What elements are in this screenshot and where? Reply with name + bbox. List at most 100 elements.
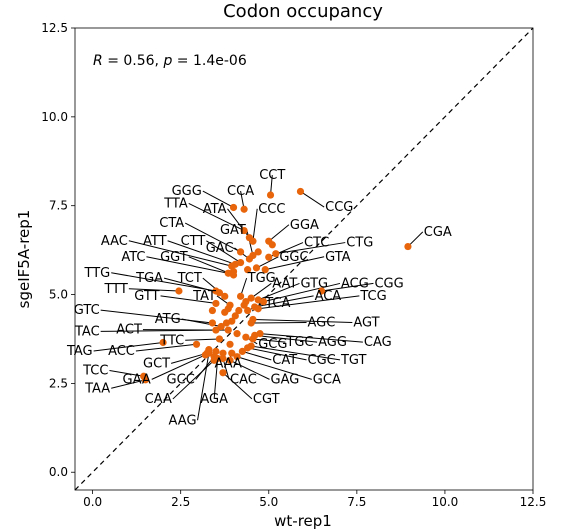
codon-label: AGC xyxy=(308,316,336,331)
codon-label: CGA xyxy=(424,225,452,240)
data-point xyxy=(233,330,241,338)
label-leader xyxy=(242,350,272,361)
codon-label: AGG xyxy=(318,335,347,350)
data-point xyxy=(247,342,255,350)
correlation-annotation: R = 0.56, p = 1.4e-06 xyxy=(93,53,247,69)
label-leader xyxy=(172,359,215,400)
data-point xyxy=(254,248,262,256)
y-tick-label: 0.0 xyxy=(49,465,68,479)
data-point xyxy=(296,187,305,196)
label-leader xyxy=(213,358,219,399)
codon-label: AGA xyxy=(200,392,228,407)
data-point xyxy=(249,237,257,245)
x-tick-label: 5.0 xyxy=(259,495,278,509)
codon-label: GCC xyxy=(167,372,195,387)
data-point xyxy=(252,264,261,272)
data-point xyxy=(233,353,241,361)
data-point xyxy=(404,242,412,251)
data-point xyxy=(205,346,213,354)
label-leader xyxy=(128,288,179,292)
label-leader xyxy=(184,222,241,253)
data-points xyxy=(140,187,412,384)
codon-label: TCG xyxy=(359,289,386,304)
codon-label: TTG xyxy=(83,266,110,281)
data-point xyxy=(212,347,220,355)
label-leader xyxy=(222,358,230,380)
data-point xyxy=(272,250,280,258)
data-point xyxy=(259,298,268,306)
label-leader xyxy=(111,379,146,389)
label-leader xyxy=(252,338,286,343)
r-symbol: R xyxy=(93,53,103,69)
y-tick-label: 12.5 xyxy=(41,21,68,35)
data-point xyxy=(242,298,250,306)
y-axis-ticks: 0.0 2.5 5.0 7.5 10.0 12.5 xyxy=(41,21,75,479)
codon-label: CTG xyxy=(346,236,373,251)
data-point xyxy=(219,354,227,363)
data-point xyxy=(240,226,248,235)
codon-label: CCC xyxy=(258,202,285,217)
r-value: = 0.56, xyxy=(107,53,159,69)
label-leader xyxy=(236,356,312,380)
codon-label: TGT xyxy=(340,353,367,368)
data-point xyxy=(254,305,262,313)
codon-label: GTT xyxy=(134,289,159,304)
label-leader xyxy=(258,295,360,310)
data-point xyxy=(208,306,216,315)
data-point xyxy=(244,306,252,315)
data-point xyxy=(247,294,255,302)
data-point xyxy=(214,354,222,363)
codon-label: GAA xyxy=(123,372,151,387)
label-leader xyxy=(258,282,300,301)
label-leader xyxy=(160,295,216,304)
data-point xyxy=(219,369,227,377)
diagonal-reference-line xyxy=(74,27,534,491)
codon-label: GAT xyxy=(220,223,246,238)
codon-label: GAC xyxy=(206,241,234,256)
label-leader xyxy=(275,242,346,255)
data-point xyxy=(266,191,275,199)
codon-label: CCA xyxy=(227,184,254,199)
codon-label: CAC xyxy=(230,372,257,387)
label-leader xyxy=(146,256,229,274)
codon-label: CCT xyxy=(259,168,285,183)
codon-label: CGG xyxy=(374,276,403,291)
codon-label: TCA xyxy=(264,296,290,311)
data-point xyxy=(159,338,167,347)
data-point xyxy=(192,340,201,348)
codon-label: ATG xyxy=(155,312,181,327)
data-point xyxy=(226,356,234,364)
codon-label: TAC xyxy=(74,324,100,339)
codon-label: TGG xyxy=(247,271,276,286)
data-point xyxy=(318,287,326,295)
data-point xyxy=(224,326,232,334)
label-leader xyxy=(163,277,220,294)
x-tick-label: 10.0 xyxy=(432,495,459,509)
data-point xyxy=(235,306,243,315)
codon-label: GCT xyxy=(143,356,170,371)
label-leader xyxy=(202,190,234,208)
codon-label: GGT xyxy=(160,250,188,265)
plot-frame xyxy=(74,27,534,491)
x-axis-ticks: 0.0 2.5 5.0 7.5 10.0 12.5 xyxy=(83,490,546,509)
label-leader xyxy=(256,256,279,269)
codon-label: TTT xyxy=(103,282,127,297)
data-point xyxy=(245,255,253,263)
label-leader xyxy=(109,370,144,377)
codon-label: ACG xyxy=(341,276,369,291)
data-point xyxy=(175,287,183,295)
data-point xyxy=(141,376,150,384)
codon-label: ATT xyxy=(143,234,167,249)
label-leader xyxy=(263,282,341,303)
data-point xyxy=(224,305,232,313)
label-leader xyxy=(167,240,236,265)
y-axis-label: sgeIF5A-rep1 xyxy=(15,210,33,309)
x-tick-label: 7.5 xyxy=(347,495,366,509)
codon-label: TCC xyxy=(82,364,108,379)
codon-label: TGC xyxy=(285,335,313,350)
codon-label: CTT xyxy=(181,234,206,249)
data-point xyxy=(208,319,216,327)
data-point xyxy=(261,266,269,274)
label-leader xyxy=(188,203,245,232)
